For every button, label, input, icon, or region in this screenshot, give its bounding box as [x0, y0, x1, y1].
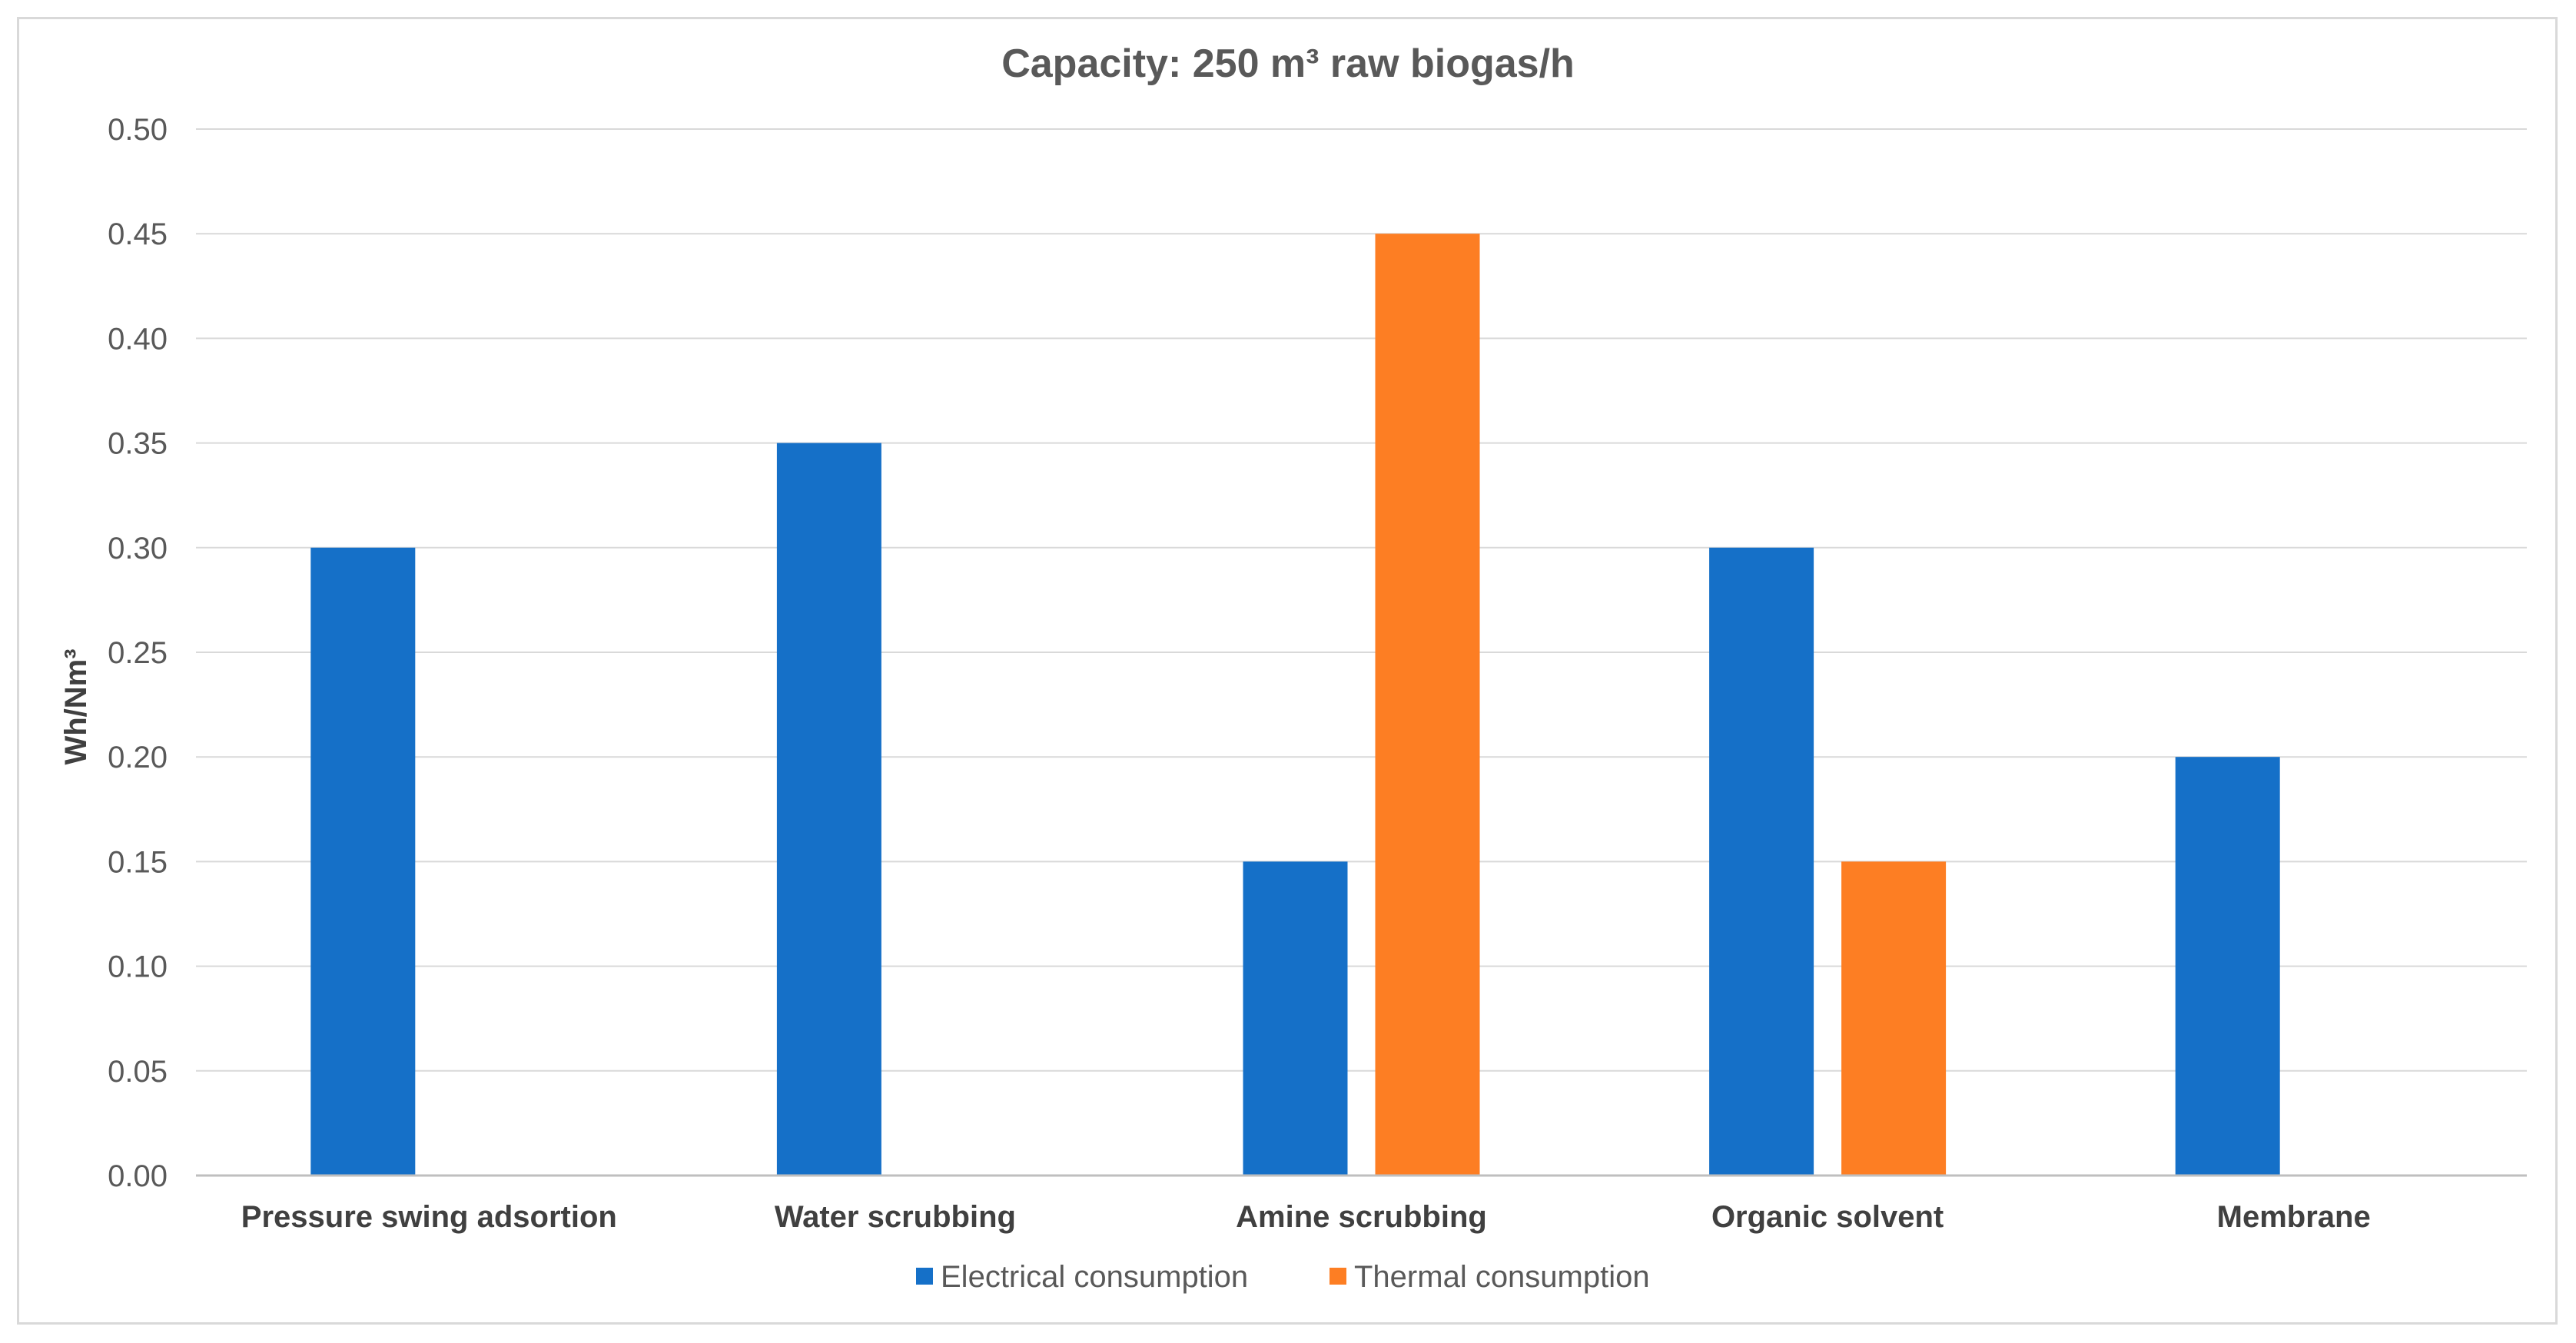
bar-thermal — [1841, 861, 1947, 1176]
bar-electrical — [1243, 861, 1348, 1176]
gridlines — [196, 128, 2527, 1072]
y-tick-label: 0.45 — [108, 217, 168, 251]
y-axis-label: Wh/Nm³ — [59, 648, 93, 764]
y-tick-label: 0.40 — [108, 322, 168, 356]
legend-label: Electrical consumption — [941, 1260, 1248, 1294]
y-tick-label: 0.50 — [108, 113, 168, 147]
bar-thermal — [1375, 234, 1480, 1176]
y-axis-ticks: 0.00 0.05 0.10 0.15 0.20 0.25 0.30 0.35 0.40 0.45… — [108, 113, 168, 1193]
y-tick-label: 0.20 — [108, 741, 168, 774]
y-tick-label: 0.35 — [108, 427, 168, 461]
legend-label: Thermal consumption — [1354, 1260, 1650, 1294]
bar-electrical — [310, 547, 416, 1176]
y-tick-label: 0.15 — [108, 845, 168, 879]
y-tick-label: 0.10 — [108, 950, 168, 984]
y-tick-label: 0.00 — [108, 1159, 168, 1193]
category-label: Pressure swing adsortion — [241, 1200, 617, 1234]
legend[interactable]: Electrical consumption Thermal consumptio… — [916, 1260, 1650, 1294]
bar-electrical — [776, 443, 881, 1176]
chart-title: Capacity: 250 m³ raw biogas/h — [1001, 41, 1575, 86]
category-label: Amine scrubbing — [1236, 1200, 1487, 1234]
bar-electrical — [2175, 757, 2280, 1176]
y-tick-label: 0.25 — [108, 636, 168, 670]
bars — [310, 234, 2280, 1176]
category-label: Organic solvent — [1711, 1200, 1944, 1234]
category-label: Water scrubbing — [775, 1200, 1016, 1234]
y-tick-label: 0.30 — [108, 532, 168, 565]
y-tick-label: 0.05 — [108, 1055, 168, 1089]
category-labels: Pressure swing adsortion Water scrubbing A… — [241, 1200, 2371, 1234]
category-label: Membrane — [2217, 1200, 2371, 1234]
legend-swatch — [916, 1268, 933, 1285]
bar-electrical — [1709, 547, 1814, 1176]
legend-swatch — [1329, 1268, 1346, 1285]
